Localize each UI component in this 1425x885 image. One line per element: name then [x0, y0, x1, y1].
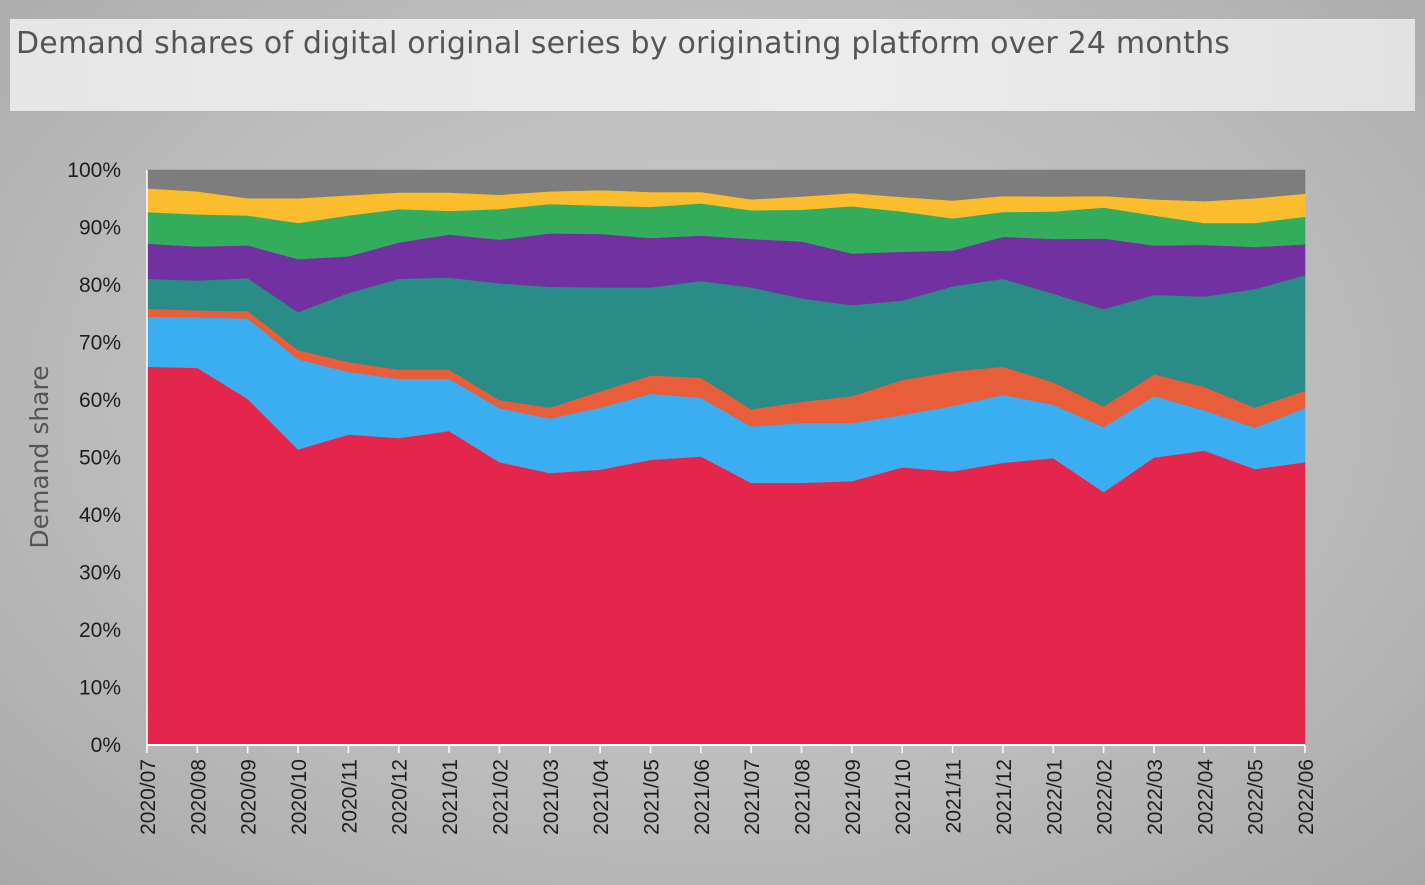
- x-tick-label: 2022/02: [1094, 759, 1117, 835]
- y-tick-label: 40%: [79, 504, 121, 527]
- y-tick-label: 50%: [79, 447, 121, 470]
- x-tick-label: 2021/03: [540, 759, 563, 835]
- y-axis-label: Demand share: [25, 365, 54, 548]
- x-tick-label: 2020/07: [137, 759, 160, 835]
- axes: 0% 10% 20% 30% 40% 50% 60% 70% 80% 90% 100% 2020/07…: [67, 159, 1318, 835]
- x-tick-label: 2020/11: [338, 759, 361, 833]
- x-tick-label: 2021/02: [489, 759, 512, 835]
- title-banner: [10, 19, 1415, 111]
- y-tick-label: 80%: [79, 274, 121, 297]
- x-tick-label: 2022/01: [1043, 759, 1066, 835]
- y-tick-label: 90%: [79, 217, 121, 240]
- x-tick-label: 2020/10: [288, 759, 311, 835]
- x-tick-label: 2021/04: [590, 759, 613, 835]
- y-tick-label: 70%: [79, 332, 121, 355]
- x-tick-label: 2020/08: [187, 759, 210, 835]
- chart-title: Demand shares of digital original series…: [16, 26, 1231, 61]
- area-layers: [146, 169, 1306, 746]
- x-tick-label: 2021/11: [943, 759, 966, 833]
- x-tick-label: 2021/01: [439, 759, 462, 835]
- x-tick-label: 2022/04: [1194, 759, 1217, 835]
- x-tick-label: 2020/12: [389, 759, 412, 835]
- x-tick-label: 2021/06: [691, 759, 714, 835]
- x-tick-label: 2021/08: [792, 759, 815, 835]
- y-tick-label: 10%: [79, 677, 121, 700]
- y-tick-label: 30%: [79, 562, 121, 585]
- x-tick-label: 2021/09: [842, 759, 865, 835]
- x-tick-label: 2022/05: [1245, 759, 1268, 835]
- y-tick-label: 0%: [91, 734, 121, 757]
- x-tick-label: 2022/03: [1144, 759, 1167, 835]
- y-tick-label: 20%: [79, 619, 121, 642]
- x-tick-label: 2021/05: [640, 759, 663, 835]
- y-tick-label: 100%: [67, 159, 121, 182]
- y-tick-label: 60%: [79, 389, 121, 412]
- x-tick-label: 2021/07: [741, 759, 764, 835]
- area-series-8: [146, 169, 1306, 202]
- x-tick-label: 2022/06: [1295, 759, 1318, 835]
- x-tick-label: 2021/10: [892, 759, 915, 835]
- x-tick-label: 2020/09: [238, 759, 261, 835]
- x-tick-label: 2021/12: [993, 759, 1016, 835]
